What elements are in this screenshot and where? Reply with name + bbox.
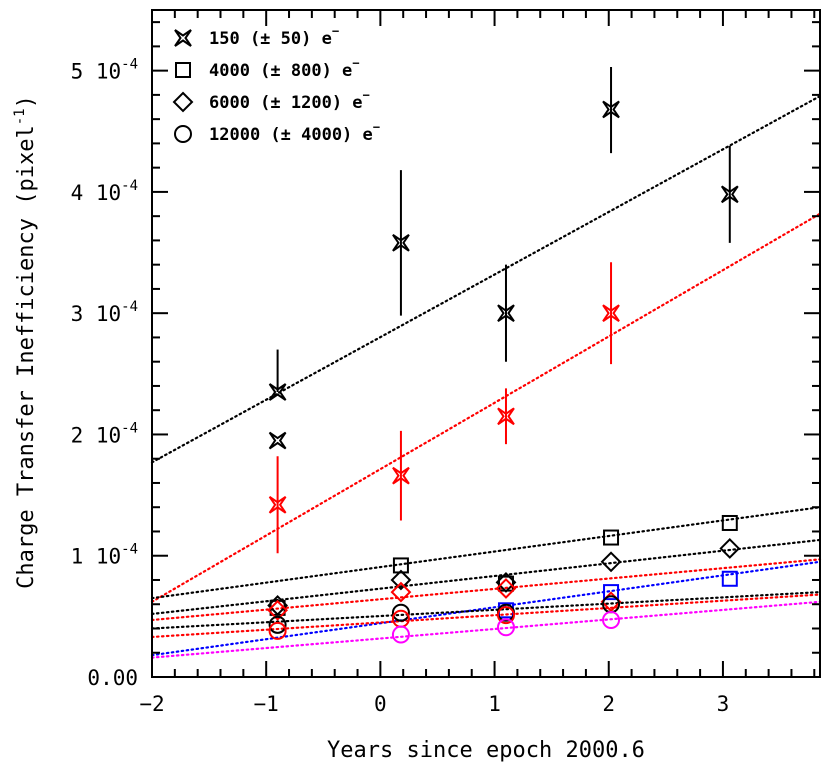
trend-line-9 [150, 600, 822, 659]
point-black-circle-1 [268, 615, 287, 634]
legend-label-superscript: − [352, 56, 359, 70]
y-tick-label-base: 5 10 [71, 60, 122, 84]
y-tick-label-base: 4 10 [71, 181, 122, 205]
trend-line-7 [150, 591, 822, 630]
y-tick-label: 4 10-4 [71, 178, 138, 205]
point-red-diamond-1 [267, 599, 289, 621]
point-black-square-2 [392, 557, 409, 574]
y-tick-label-base: 2 10 [71, 423, 122, 447]
y-tick-label-exponent: -4 [121, 542, 138, 558]
legend-marker-diamond [172, 91, 194, 113]
legend: 150 (± 50) e−4000 (± 800) e−6000 (± 1200… [172, 24, 380, 145]
y-tick-label-exponent: -4 [121, 178, 138, 194]
y-tick-labels: 0.001 10-42 10-43 10-44 10-45 10-4 [71, 57, 138, 690]
y-tick-label-exponent: -4 [121, 57, 138, 73]
y-axis-title-close: ) [14, 95, 39, 108]
legend-label-text: 4000 (± 800) e [209, 61, 352, 81]
error-bars [276, 66, 731, 554]
y-tick-label-base: 1 10 [71, 545, 122, 569]
y-tick-label: 0.00 [87, 666, 138, 690]
point-red-diamond-2 [390, 581, 412, 603]
point-black-square-4 [603, 529, 620, 546]
x-tick-label: 0 [374, 692, 387, 716]
legend-marker-circle [174, 125, 192, 143]
point-black-diamond-1 [267, 595, 289, 616]
x-tick-label: 1 [488, 692, 501, 716]
y-axis-title-main: Charge Transfer Inefficiency (pixel [14, 125, 39, 589]
point-red-circle-3 [496, 606, 515, 625]
legend-label: 12000 (± 4000) e− [209, 120, 380, 145]
point-red-circle-1 [268, 621, 287, 640]
x-axis-title: Years since epoch 2000.6 [327, 738, 645, 763]
y-tick-label: 5 10-4 [71, 57, 138, 84]
legend-label-text: 6000 (± 1200) e [209, 93, 363, 113]
y-axis-title: Charge Transfer Inefficiency (pixel-1) [12, 95, 39, 589]
trend-line-6 [150, 560, 822, 657]
trend-line-3 [150, 506, 822, 600]
point-red-star-1 [268, 495, 287, 514]
legend-label: 6000 (± 1200) e− [209, 88, 370, 113]
point-black-star-5 [602, 100, 620, 119]
point-blue-square-2 [603, 584, 620, 601]
point-magenta-circle-1 [391, 625, 410, 644]
x-tick-label: −2 [139, 692, 164, 716]
point-black-square-5 [721, 514, 738, 531]
legend-marker-star [174, 29, 192, 47]
point-black-star-6 [720, 185, 739, 204]
point-black-star-1 [268, 383, 287, 401]
y-tick-label: 1 10-4 [71, 542, 138, 569]
x-tick-labels: −2 −1 0 1 2 3 [139, 692, 729, 716]
legend-label-superscript: − [363, 88, 370, 102]
y-tick-label-base: 3 10 [71, 302, 122, 326]
plot-frame [151, 9, 821, 678]
legend-label: 150 (± 50) e− [209, 24, 339, 49]
legend-label-superscript: − [332, 24, 339, 38]
y-tick-label-exponent: -4 [121, 420, 138, 436]
point-red-star-2 [392, 466, 410, 485]
legend-label-text: 12000 (± 4000) e [209, 125, 373, 145]
legend-label-superscript: − [373, 120, 380, 134]
point-red-star-4 [602, 304, 620, 323]
trend-line-8 [150, 593, 822, 639]
x-tick-label: −1 [254, 692, 279, 716]
point-black-diamond-4 [600, 551, 622, 573]
point-black-star-2 [268, 431, 287, 450]
point-black-star-4 [497, 304, 515, 323]
data-markers [267, 100, 741, 644]
x-tick-label: 3 [717, 692, 730, 716]
point-red-star-3 [497, 407, 515, 426]
y-tick-label-exponent: -4 [121, 299, 138, 315]
point-black-circle-2 [391, 603, 410, 622]
point-blue-square-3 [721, 570, 738, 587]
y-axis-title-superscript: -1 [12, 108, 28, 125]
trend-line-5 [150, 558, 822, 622]
legend-label: 4000 (± 800) e− [209, 56, 360, 81]
x-tick-label: 2 [602, 692, 615, 716]
trend-line-2 [150, 212, 822, 603]
point-magenta-circle-2 [496, 618, 515, 637]
legend-label-text: 150 (± 50) e [209, 29, 332, 49]
trend-line-1 [150, 95, 822, 464]
point-magenta-circle-3 [602, 611, 621, 630]
trend-line-4 [150, 538, 822, 616]
trend-lines [150, 95, 822, 659]
axis-ticks [151, 10, 820, 678]
y-tick-label: 3 10-4 [71, 299, 138, 326]
point-black-star-3 [392, 234, 410, 252]
point-black-diamond-2 [390, 569, 412, 591]
point-black-diamond-3 [495, 571, 517, 593]
point-red-diamond-3 [495, 578, 517, 599]
point-black-diamond-5 [719, 538, 741, 559]
y-tick-label: 2 10-4 [71, 420, 138, 447]
legend-marker-square [175, 62, 191, 78]
